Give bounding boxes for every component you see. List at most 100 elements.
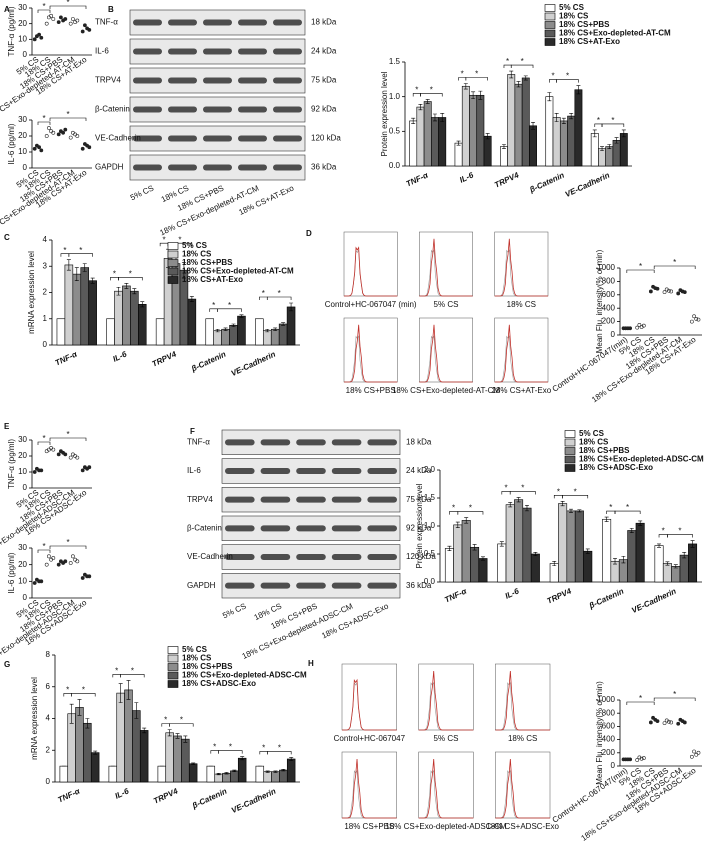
error-bar (432, 113, 437, 122)
blot-kda: 75 kDa (311, 76, 337, 85)
y-tick-label: 0 (23, 50, 28, 59)
significance-bracket (218, 750, 243, 754)
significance-star: * (452, 504, 455, 513)
data-point (682, 290, 687, 295)
error-bar (289, 757, 294, 761)
significance-star: * (115, 667, 118, 676)
significance-star: * (63, 246, 66, 255)
bar (237, 757, 247, 783)
flow-frame (419, 317, 473, 383)
data-point (71, 554, 75, 559)
significance-star: * (212, 301, 215, 310)
bar (476, 94, 485, 167)
y-tick-label: 2 (46, 745, 51, 754)
y-tick-label: 2.0 (424, 465, 436, 474)
error-bar (508, 502, 513, 508)
significance-bracket (118, 277, 143, 281)
bar (522, 507, 532, 583)
flow-label: 18% CS+Exo-depleted-AT-CM (392, 386, 500, 395)
flow-frame (495, 663, 551, 731)
blot-band (168, 106, 197, 113)
bar (278, 323, 288, 346)
data-point (61, 130, 66, 135)
significance-star: * (163, 235, 166, 244)
panel-letter: C (4, 233, 10, 242)
blot-band (296, 439, 326, 446)
panel-letter: E (4, 422, 10, 431)
flow-histogram (344, 324, 398, 383)
legend-swatch (564, 464, 576, 472)
error-bar (191, 762, 196, 765)
bar (213, 330, 222, 346)
y-tick-label: 1.0 (389, 92, 401, 101)
y-tick-label: 0 (23, 483, 28, 492)
significance-bracket (49, 5, 87, 9)
legend-label: 18% CS+ADSC-Exo (182, 679, 256, 688)
legend-label: 5% CS (559, 3, 585, 12)
x-tick-label: TRPV4 (493, 170, 521, 189)
y-tick-label: 8 (46, 650, 51, 659)
data-point (37, 145, 42, 150)
data-point (87, 145, 92, 150)
x-tick-label: VE-Cadherin (230, 350, 277, 378)
flow-label: 5% CS (434, 300, 459, 309)
data-point (51, 130, 56, 135)
x-tick-label: TRPV4 (151, 349, 179, 368)
legend-label: 18% CS+PBS (579, 446, 630, 455)
blot-band (260, 582, 291, 589)
flow-frame (494, 317, 549, 383)
bar (108, 765, 118, 783)
error-bar (69, 703, 74, 724)
legend-swatch (167, 663, 179, 671)
blot-band (168, 19, 197, 26)
blot-band (225, 439, 255, 446)
significance-bracket (667, 534, 693, 538)
x-tick-label: β-Catenin (527, 171, 565, 195)
data-point (648, 720, 653, 725)
significance-star: * (131, 667, 134, 676)
data-point (39, 35, 44, 40)
bar (559, 120, 568, 167)
panel-letter: A (4, 5, 10, 14)
error-bar (418, 103, 423, 111)
panel-letter: H (308, 659, 314, 668)
data-point (73, 132, 78, 137)
y-tick-label: 0 (46, 777, 51, 786)
blot-band (238, 164, 267, 171)
bar (83, 722, 92, 783)
blot-row-label: β-Catenin (187, 523, 222, 532)
bar (461, 85, 470, 167)
error-bar (638, 520, 643, 526)
error-bar (455, 521, 460, 528)
error-bar (239, 314, 244, 318)
significance-bracket (457, 511, 484, 515)
bar (122, 285, 131, 346)
significance-star: * (228, 301, 231, 310)
significance-star: * (66, 538, 69, 547)
bar (567, 115, 576, 167)
flow-histogram (344, 246, 398, 297)
data-point (47, 447, 51, 452)
y-tick-label: 0.0 (424, 577, 436, 586)
data-point (49, 557, 54, 562)
y-tick-label: 1 (43, 314, 48, 323)
blot-band (238, 48, 267, 55)
error-bar (552, 560, 557, 567)
blot-band (331, 554, 362, 560)
blot-band (225, 554, 255, 560)
bar (574, 89, 583, 167)
data-point (80, 146, 85, 151)
data-point (689, 754, 694, 759)
data-point (68, 21, 73, 26)
bar (64, 264, 74, 346)
significance-bracket (509, 491, 536, 495)
error-bar (621, 129, 626, 138)
significance-star: * (639, 262, 642, 271)
error-bar (613, 558, 618, 565)
y-tick-label: 20 (18, 560, 27, 569)
data-point (628, 757, 633, 762)
legend-label: 5% CS (579, 429, 605, 438)
legend-label: 18% CS (182, 654, 212, 663)
bar (114, 290, 123, 346)
